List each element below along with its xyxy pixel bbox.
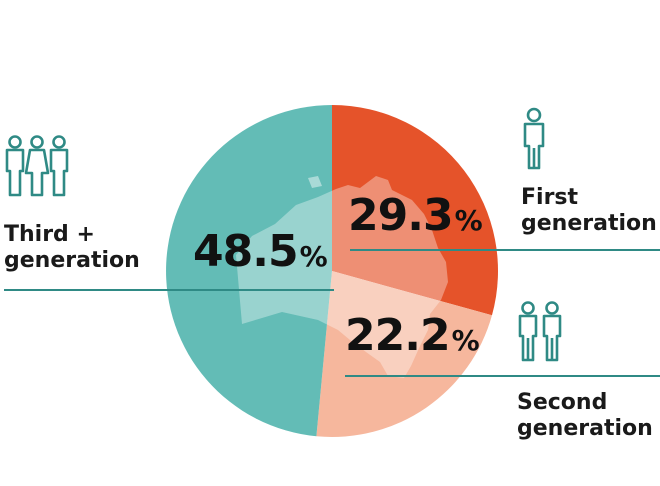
two-people-icon [518, 301, 562, 362]
label-first-line2: generation [521, 211, 657, 236]
pct-third: 48.5% [193, 226, 328, 277]
pct-second: 22.2% [345, 310, 480, 361]
second-rule [345, 375, 660, 377]
label-first: First generation [521, 185, 657, 237]
map-island [308, 176, 322, 188]
third-rule [4, 289, 334, 291]
label-third: Third + generation [4, 222, 140, 274]
label-second-line2: generation [517, 416, 653, 441]
label-third-line1: Third + [4, 222, 95, 247]
first-rule [350, 249, 660, 251]
map-overlay [236, 176, 448, 378]
single-person-icon [523, 107, 545, 170]
pie-slice-3 [166, 105, 332, 437]
pie-slice-2 [316, 271, 492, 437]
label-second: Second generation [517, 390, 653, 442]
label-third-line2: generation [4, 248, 140, 273]
pct-first: 29.3% [348, 190, 483, 241]
family-icon [5, 135, 69, 197]
label-first-line1: First [521, 185, 579, 210]
pie-slice-1 [332, 105, 499, 316]
label-second-line1: Second [517, 390, 608, 415]
